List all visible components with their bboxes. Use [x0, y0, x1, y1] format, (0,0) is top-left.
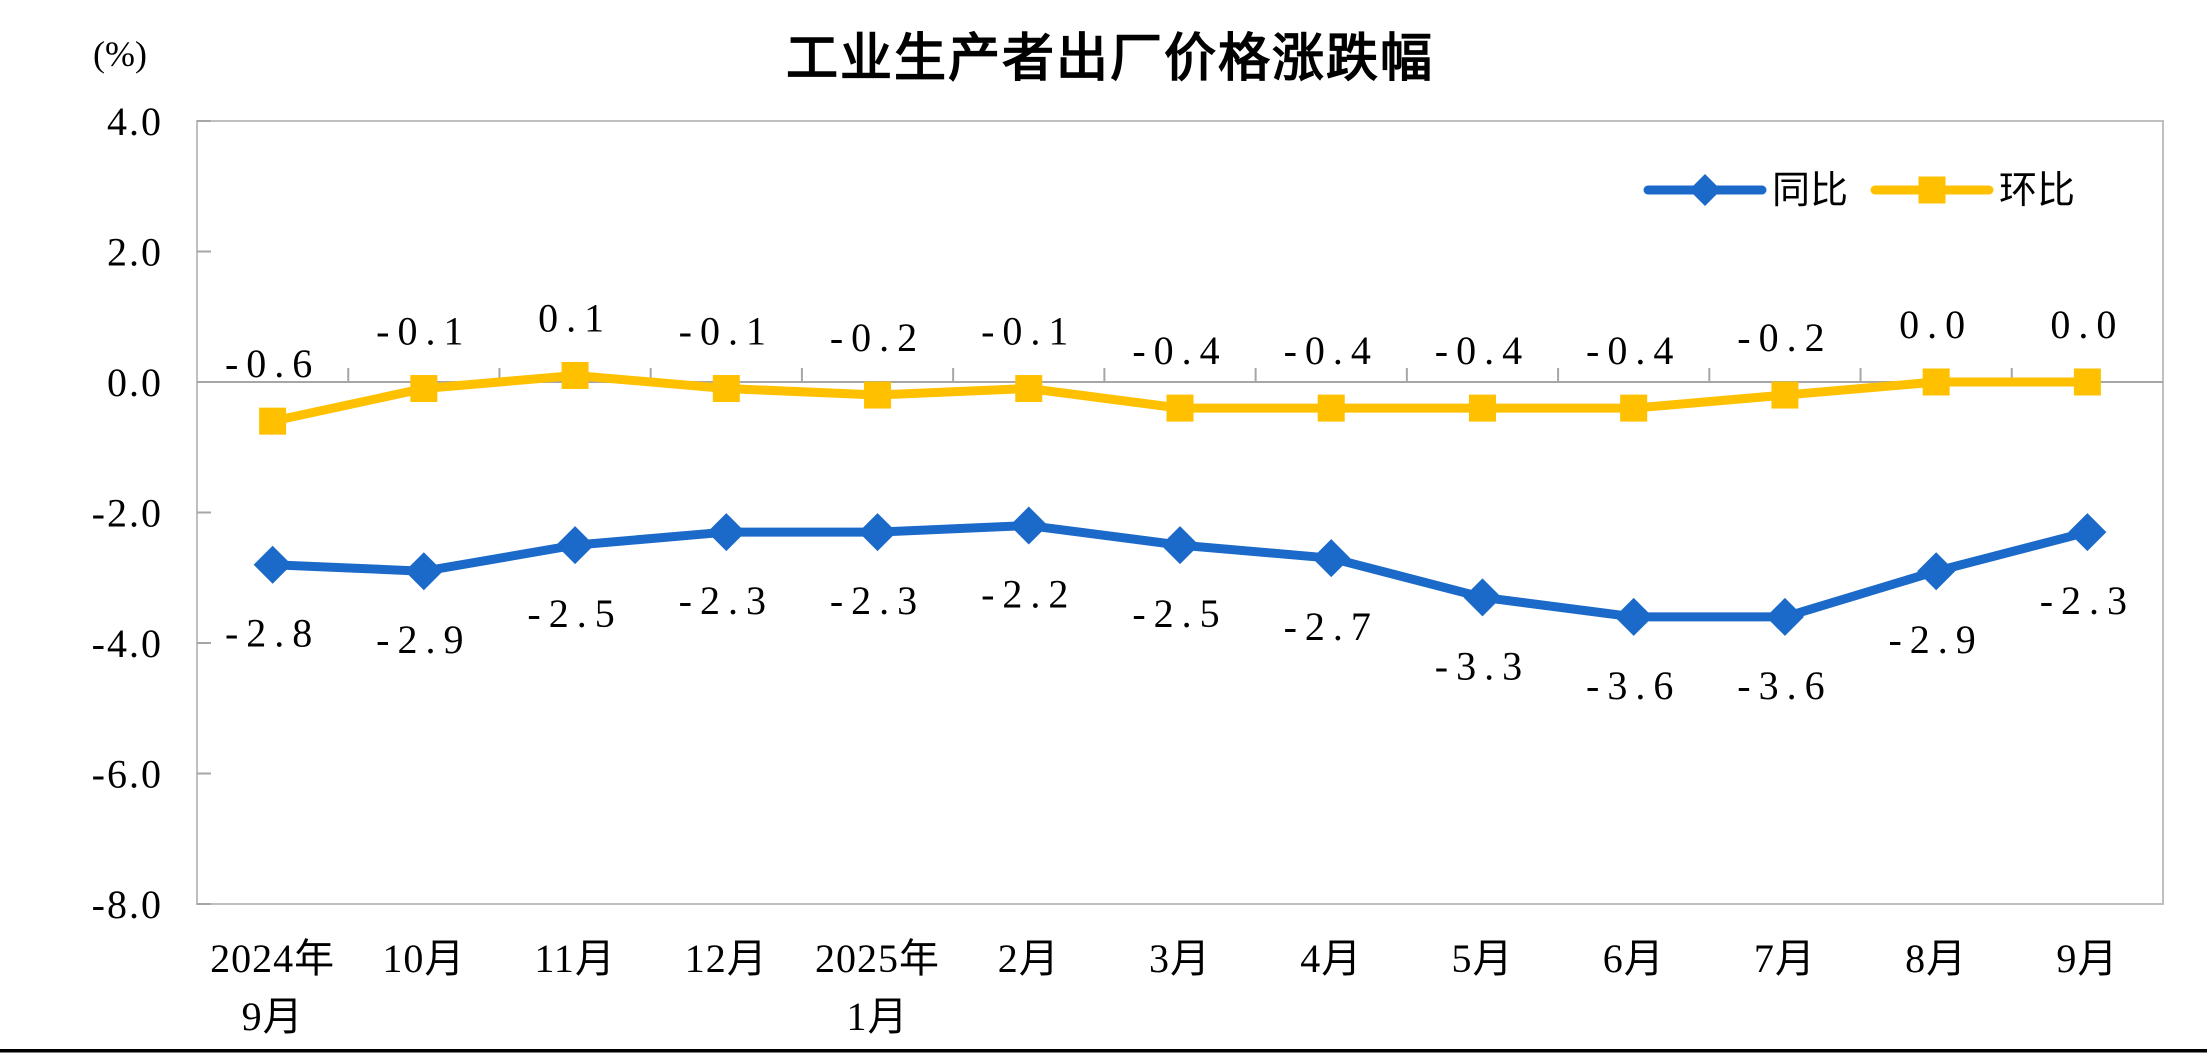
- data-point-label: -0.4: [1132, 328, 1227, 373]
- data-point-label: -0.4: [1435, 328, 1530, 373]
- data-point-marker-square: [1620, 394, 1648, 422]
- x-axis-category-label: 3月: [1149, 936, 1211, 981]
- y-axis-tick-label: 2.0: [107, 230, 163, 275]
- data-point-marker-square: [259, 407, 287, 435]
- data-point-label: 0.1: [538, 295, 612, 340]
- data-point-marker-square: [1922, 368, 1950, 396]
- y-axis-tick-label: 0.0: [107, 360, 163, 405]
- data-point-marker-square: [1771, 381, 1799, 409]
- y-axis-tick-label: -2.0: [92, 491, 163, 536]
- data-point-marker-diamond: [1463, 578, 1502, 617]
- data-point-marker-diamond: [2068, 513, 2107, 552]
- data-point-label: 0.0: [1899, 302, 1973, 347]
- x-axis-category-label: 2024年: [210, 936, 335, 981]
- data-point-label: -2.8: [225, 611, 320, 656]
- legend-label: 同比: [1772, 170, 1848, 212]
- data-point-label: -2.5: [527, 591, 622, 636]
- x-axis-category-label: 9月: [2056, 936, 2118, 981]
- x-axis-category-label: 2月: [998, 936, 1060, 981]
- data-point-marker-square: [1317, 394, 1345, 422]
- data-point-marker-diamond: [253, 545, 292, 584]
- y-axis-tick-label: -8.0: [92, 882, 163, 927]
- data-point-marker-diamond: [1009, 506, 1048, 545]
- y-axis-tick-label: 4.0: [107, 99, 163, 144]
- data-point-label: -0.6: [225, 341, 320, 386]
- data-point-label: -2.2: [981, 572, 1076, 617]
- data-point-label: -2.3: [830, 578, 925, 623]
- data-point-label: -2.9: [376, 617, 471, 662]
- chart-title: 工业生产者出厂价格涨跌幅: [786, 30, 1434, 88]
- data-point-label: -0.1: [679, 309, 774, 354]
- y-axis-tick-label: -4.0: [92, 621, 163, 666]
- x-axis-category-label: 4月: [1300, 936, 1362, 981]
- data-point-label: 0.0: [2050, 302, 2124, 347]
- y-axis-unit-label: (%): [93, 34, 147, 74]
- x-axis-category-label: 5月: [1451, 936, 1513, 981]
- data-point-marker-square: [1015, 375, 1043, 403]
- x-axis-category-label: 8月: [1905, 936, 1967, 981]
- data-point-marker-square: [561, 361, 589, 389]
- data-point-label: -0.2: [1737, 315, 1832, 360]
- x-axis-category-label: 6月: [1603, 936, 1665, 981]
- data-point-marker-diamond: [1765, 597, 1804, 636]
- x-axis-category-label: 1月: [847, 994, 909, 1039]
- data-point-marker-square: [864, 381, 892, 409]
- legend-label: 环比: [1999, 170, 2075, 212]
- data-point-marker-square: [2073, 368, 2101, 396]
- legend-marker-square: [1918, 176, 1946, 204]
- data-point-label: -2.3: [679, 578, 774, 623]
- x-axis-category-label: 12月: [685, 936, 768, 981]
- data-point-label: -3.6: [1586, 663, 1681, 708]
- data-point-label: -2.3: [2040, 578, 2135, 623]
- data-point-label: -0.1: [376, 309, 471, 354]
- data-point-label: -3.3: [1435, 643, 1530, 688]
- data-point-label: -2.7: [1284, 604, 1379, 649]
- data-point-marker-square: [1166, 394, 1194, 422]
- x-axis-category-label: 2025年: [815, 936, 940, 981]
- data-point-marker-diamond: [1917, 552, 1956, 591]
- data-point-marker-diamond: [1161, 526, 1199, 565]
- data-point-label: -2.9: [1888, 617, 1983, 662]
- data-point-marker-diamond: [707, 513, 746, 552]
- data-point-label: -0.2: [830, 315, 925, 360]
- data-point-label: -0.4: [1586, 328, 1681, 373]
- data-point-marker-square: [410, 375, 438, 403]
- data-point-marker-diamond: [858, 513, 897, 552]
- data-point-label: -0.1: [981, 309, 1076, 354]
- x-axis-category-label: 9月: [242, 994, 304, 1039]
- x-axis-category-label: 7月: [1754, 936, 1816, 981]
- data-point-label: -2.5: [1132, 591, 1227, 636]
- data-point-marker-diamond: [1614, 597, 1653, 636]
- x-axis-category-label: 10月: [382, 936, 465, 981]
- data-point-label: -0.4: [1284, 328, 1379, 373]
- bottom-rule: [0, 1049, 2207, 1053]
- data-point-marker-square: [712, 375, 740, 403]
- data-point-marker-diamond: [556, 526, 595, 565]
- x-axis-category-label: 11月: [534, 936, 616, 981]
- data-point-label: -3.6: [1737, 663, 1832, 708]
- y-axis-tick-label: -6.0: [92, 752, 163, 797]
- data-point-marker-diamond: [404, 552, 443, 591]
- legend-marker-diamond: [1689, 174, 1721, 206]
- data-point-marker-square: [1468, 394, 1496, 422]
- data-point-marker-diamond: [1312, 539, 1351, 578]
